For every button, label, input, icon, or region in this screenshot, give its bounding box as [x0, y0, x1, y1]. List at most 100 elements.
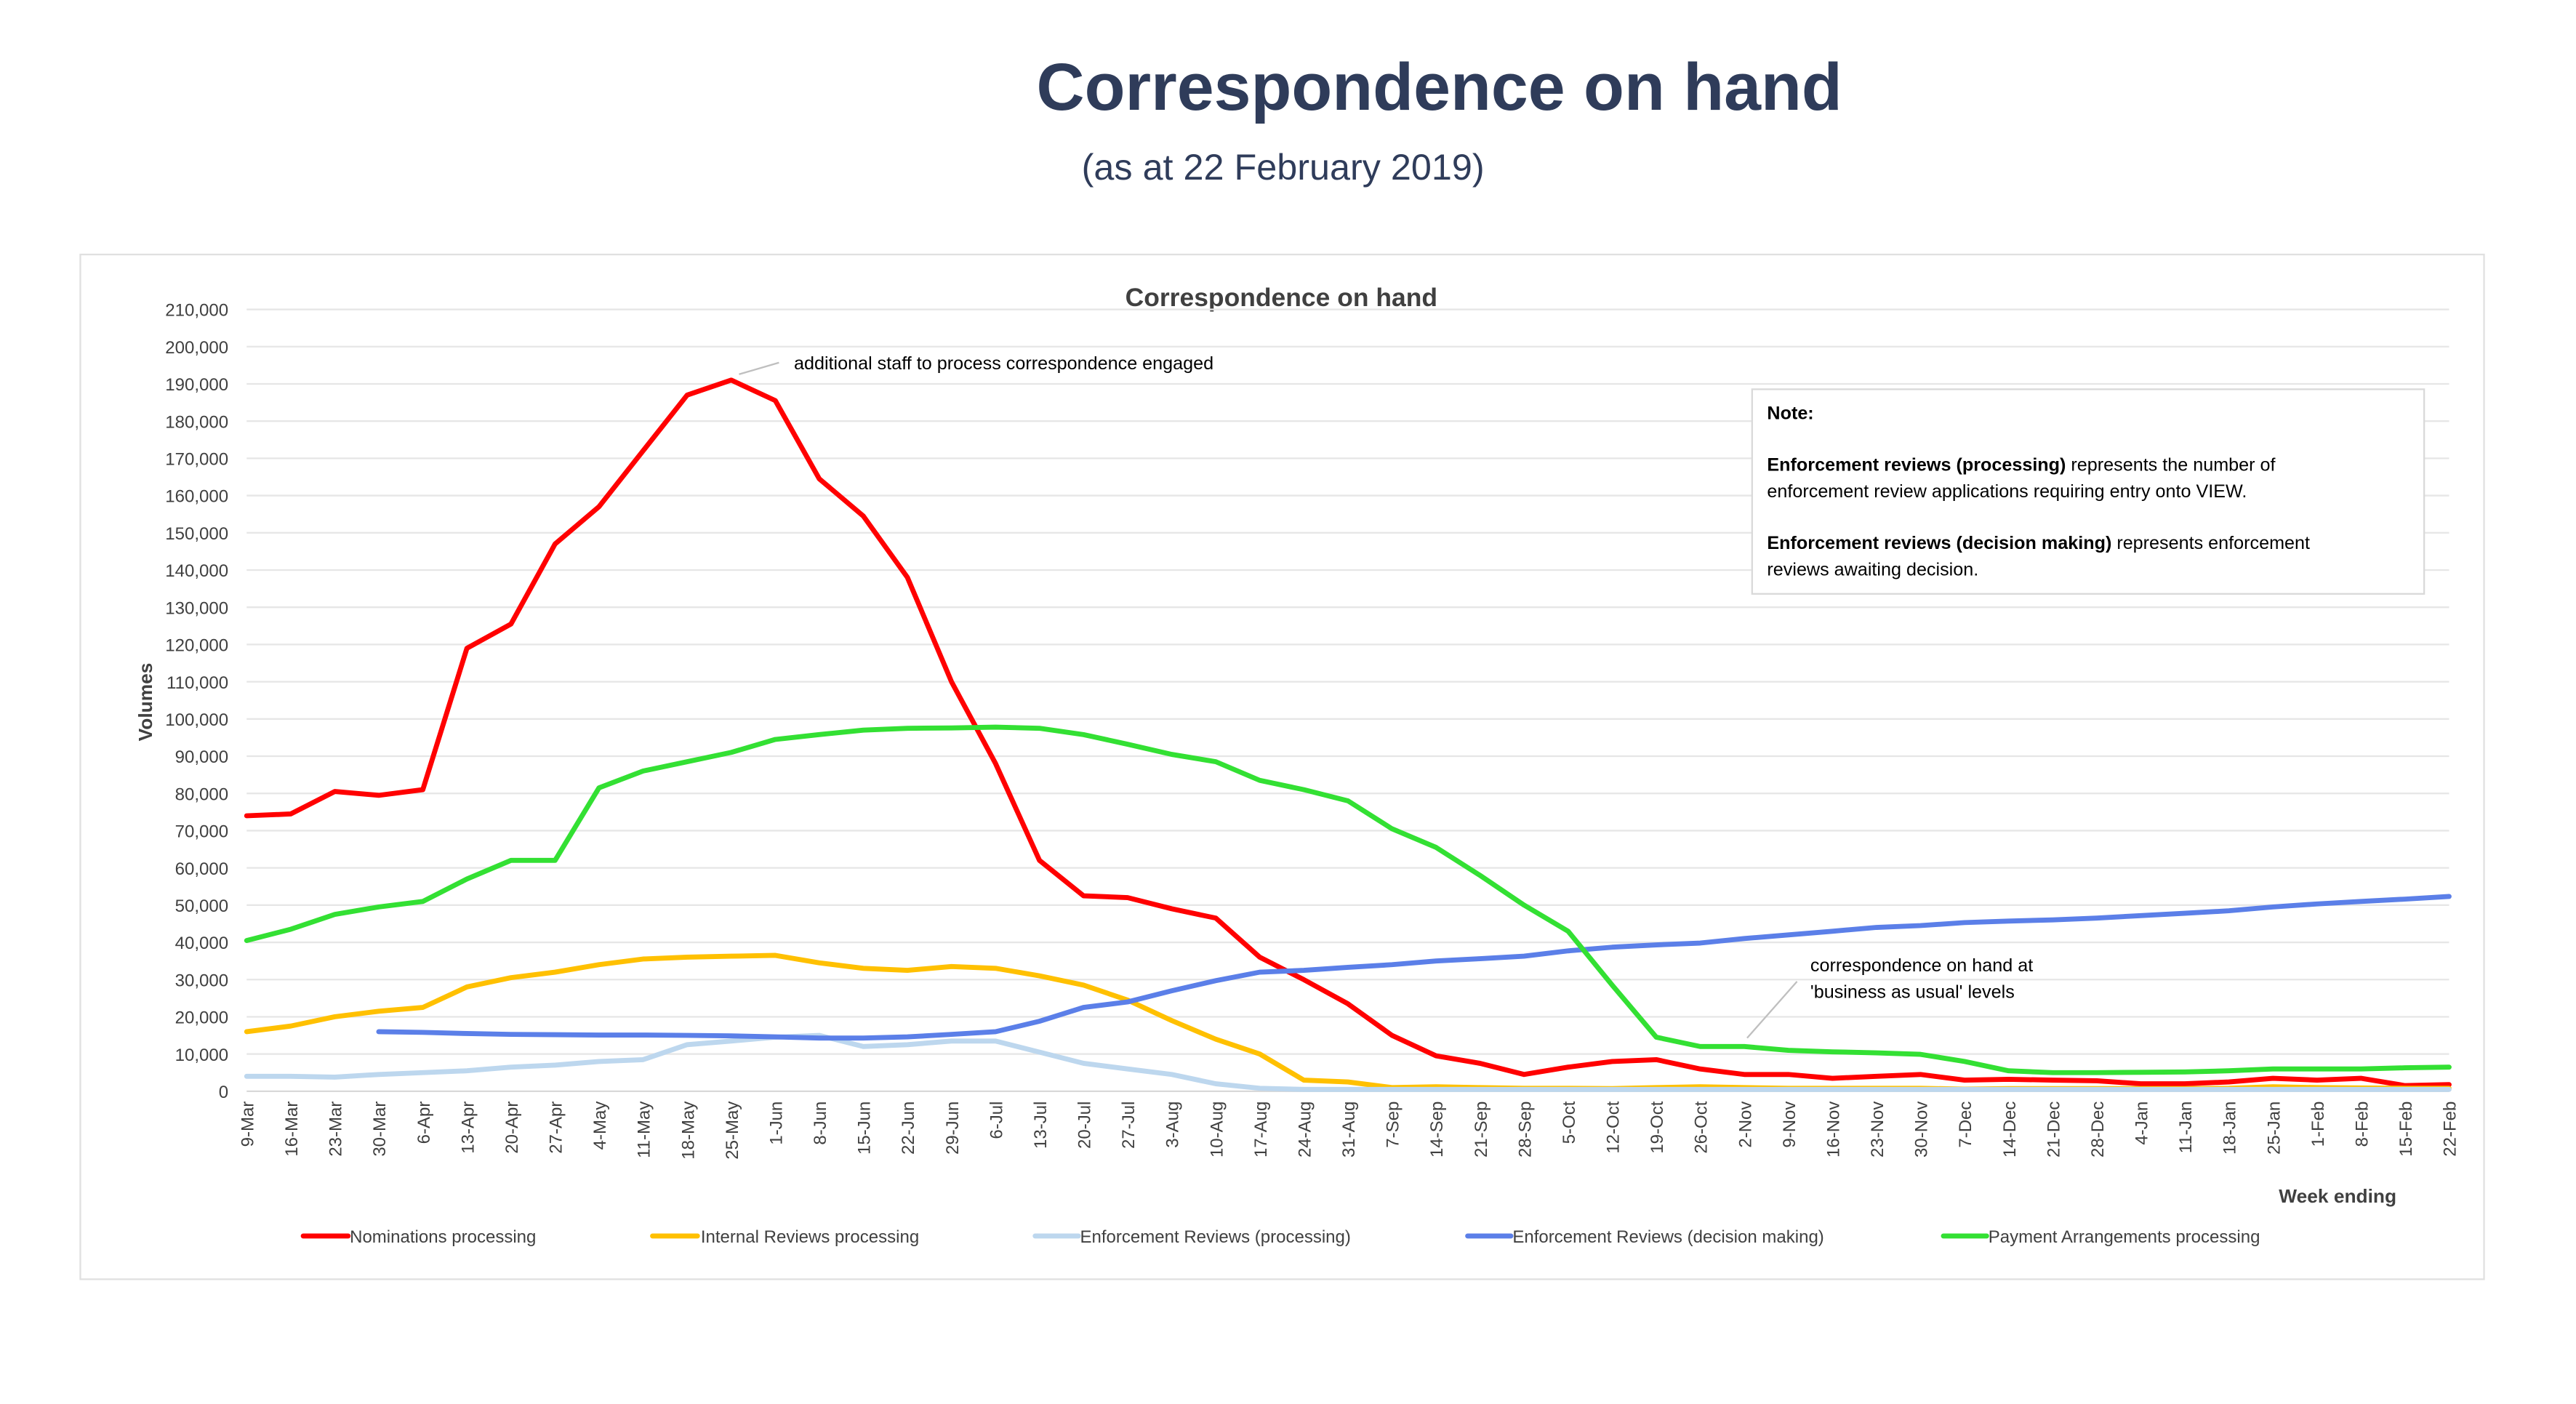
x-tick-label: 21-Sep [1472, 1102, 1491, 1158]
note-item-1: Enforcement reviews (processing) represe… [1767, 454, 2276, 475]
x-tick-label: 11-May [635, 1102, 654, 1158]
legend-item-internal-reviews[interactable]: Internal Reviews processing [650, 1227, 920, 1247]
annotation-bau-line1: correspondence on hand at [1810, 955, 2033, 976]
x-tick-label: 31-Aug [1339, 1102, 1359, 1158]
x-tick-label: 3-Aug [1163, 1102, 1183, 1148]
x-tick-label: 29-Jun [943, 1102, 963, 1155]
page-title: Correspondence on hand [1037, 50, 1842, 124]
gridlines [246, 308, 2449, 1055]
x-tick-label: 13-Jul [1031, 1102, 1051, 1149]
x-tick-label: 13-Apr [458, 1102, 478, 1154]
y-tick-label: 160,000 [165, 487, 228, 507]
x-tick-label: 25-Jan [2264, 1102, 2284, 1155]
x-tick-label: 19-Oct [1648, 1101, 1667, 1153]
x-tick-label: 7-Sep [1384, 1102, 1403, 1148]
x-tick-label: 14-Dec [2000, 1102, 2020, 1158]
y-tick-label: 190,000 [165, 375, 228, 395]
note-item-2-bold: Enforcement reviews (decision making) [1767, 533, 2111, 553]
series-line-2 [244, 1032, 2452, 1092]
series-line-0 [244, 377, 2452, 1088]
x-tick-label: 22-Jun [899, 1102, 918, 1155]
y-axis-title: Volumes [135, 663, 156, 742]
x-tick-label: 1-Jun [766, 1102, 786, 1145]
y-tick-label: 170,000 [165, 450, 228, 470]
x-tick-label: 16-Nov [1823, 1102, 1843, 1158]
legend-item-payment-arrangements[interactable]: Payment Arrangements processing [1941, 1227, 2260, 1247]
x-tick-label: 9-Nov [1780, 1102, 1799, 1148]
x-tick-label: 15-Feb [2396, 1102, 2416, 1157]
y-tick-label: 200,000 [165, 338, 228, 358]
x-tick-label: 1-Feb [2308, 1102, 2328, 1147]
x-tick-label: 9-Mar [238, 1102, 257, 1147]
x-tick-label: 18-May [678, 1102, 698, 1160]
x-tick-label: 24-Aug [1295, 1102, 1315, 1158]
x-tick-label: 18-Jan [2220, 1102, 2240, 1155]
y-tick-label: 130,000 [165, 598, 228, 618]
note-item-2: Enforcement reviews (decision making) re… [1767, 533, 2310, 553]
y-tick-label: 90,000 [175, 747, 228, 767]
x-tick-label: 7-Dec [1956, 1102, 1975, 1148]
legend-item-nominations[interactable]: Nominations processing [300, 1227, 536, 1247]
y-tick-label: 180,000 [165, 412, 228, 432]
chart-title: Correspondence on hand [1126, 283, 1437, 312]
note-item-1-text: represents the number of [2066, 454, 2276, 475]
x-tick-label: 27-Jul [1119, 1102, 1139, 1149]
y-tick-label: 60,000 [175, 859, 228, 879]
x-axis-title: Week ending [2279, 1185, 2396, 1207]
y-tick-label: 50,000 [175, 896, 228, 916]
x-tick-label: 8-Jun [811, 1102, 830, 1145]
x-tick-label: 28-Sep [1515, 1102, 1535, 1158]
x-tick-label: 23-Nov [1868, 1102, 1887, 1158]
legend-label: Nominations processing [350, 1227, 536, 1247]
x-tick-label: 4-May [590, 1102, 610, 1150]
y-tick-label: 140,000 [165, 561, 228, 581]
x-tick-label: 30-Nov [1912, 1102, 1932, 1158]
x-tick-label: 23-Mar [326, 1102, 346, 1157]
x-tick-label: 22-Feb [2441, 1102, 2460, 1157]
x-tick-label: 15-Jun [855, 1102, 875, 1155]
y-tick-label: 70,000 [175, 822, 228, 842]
x-tick-label: 10-Aug [1207, 1102, 1227, 1158]
note-item-1-line2: enforcement review applications requirin… [1767, 481, 2247, 502]
y-tick-label: 40,000 [175, 934, 228, 953]
x-axis-ticks: 9-Mar 16-Mar 23-Mar 30-Mar 6-Apr 13-Apr 20-Apr… [238, 1101, 2460, 1159]
legend: Nominations processing Internal Reviews … [300, 1227, 2260, 1247]
page-subtitle: (as at 22 February 2019) [1082, 146, 1485, 188]
x-tick-label: 20-Apr [502, 1102, 522, 1154]
x-tick-label: 8-Feb [2352, 1102, 2372, 1147]
note-box: Note: Enforcement reviews (processing) r… [1751, 388, 2425, 595]
y-tick-label: 0 [219, 1083, 228, 1102]
annotation-leader-line [739, 361, 779, 375]
annotation-leader-line [1746, 981, 1798, 1039]
x-tick-label: 16-Mar [282, 1102, 302, 1157]
x-tick-label: 17-Aug [1251, 1102, 1271, 1158]
legend-item-enforcement-decision[interactable]: Enforcement Reviews (decision making) [1465, 1227, 1824, 1247]
x-tick-label: 27-Apr [547, 1102, 566, 1154]
y-tick-label: 150,000 [165, 524, 228, 544]
x-tick-label: 21-Dec [2044, 1102, 2063, 1158]
x-tick-label: 6-Apr [414, 1102, 434, 1144]
legend-label: Enforcement Reviews (processing) [1080, 1227, 1351, 1247]
legend-item-enforcement-processing[interactable]: Enforcement Reviews (processing) [1032, 1227, 1351, 1247]
x-tick-label: 4-Jan [2132, 1102, 2152, 1145]
legend-label: Payment Arrangements processing [1989, 1227, 2260, 1247]
note-item-2-line2: reviews awaiting decision. [1767, 560, 1978, 580]
legend-label: Enforcement Reviews (decision making) [1512, 1227, 1823, 1247]
annotation-staff: additional staff to process corresponden… [794, 353, 1213, 374]
series-line-3 [376, 894, 2452, 1041]
x-tick-label: 14-Sep [1427, 1102, 1447, 1158]
legend-label: Internal Reviews processing [701, 1227, 919, 1247]
x-tick-label: 25-May [723, 1102, 742, 1160]
x-tick-label: 26-Oct [1692, 1101, 1712, 1153]
y-tick-label: 10,000 [175, 1046, 228, 1065]
x-tick-label: 12-Oct [1604, 1101, 1624, 1153]
y-tick-label: 30,000 [175, 971, 228, 990]
x-tick-label: 5-Oct [1560, 1101, 1579, 1144]
y-tick-label: 120,000 [165, 636, 228, 656]
x-tick-label: 2-Nov [1736, 1102, 1755, 1148]
y-axis-ticks: 0 10,000 20,000 30,000 40,000 50,000 60,000 70,… [165, 301, 228, 1102]
y-tick-label: 210,000 [165, 301, 228, 321]
note-item-2-text: represents enforcement [2111, 533, 2310, 553]
x-tick-label: 28-Dec [2088, 1102, 2108, 1158]
y-tick-label: 100,000 [165, 710, 228, 730]
